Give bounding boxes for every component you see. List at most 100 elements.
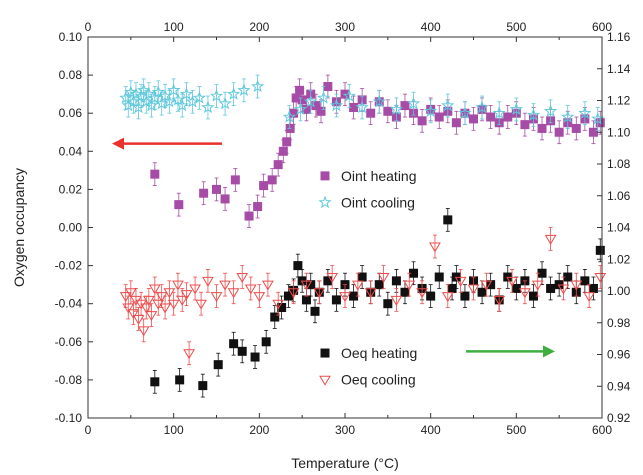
x-tick-label-top-2: 200 [249,20,269,34]
y-left-tick-label-1: -0.08 [55,373,83,387]
point-2-0 [150,377,160,387]
point-3-23 [202,276,214,287]
point-3-15 [163,288,176,299]
legend-marker-2 [320,348,330,358]
point-2-50 [588,283,598,293]
point-0-45 [520,120,530,130]
point-0-41 [486,112,496,122]
point-3-2 [124,288,137,299]
series-3 [119,227,607,366]
point-1-43 [509,102,523,116]
legend-label-2: Oeq heating [341,345,417,361]
point-1-39 [441,98,455,112]
x-axis-label: Temperature (°C) [291,455,399,471]
legend-marker-3 [319,375,331,386]
point-3-51 [531,280,544,291]
y-left-tick-label-5: 0.00 [59,221,83,235]
point-1-33 [342,89,356,102]
point-0-9 [267,175,277,185]
y-axis-label: Oxygen occupancy [11,168,27,287]
y-right-tick-label-8: 1.08 [607,157,631,171]
point-0-2 [199,188,209,198]
point-2-2 [198,381,208,391]
point-0-1 [174,200,184,210]
point-3-39 [377,273,390,284]
point-2-6 [250,352,260,362]
point-3-50 [519,288,531,299]
point-0-43 [503,112,513,122]
point-1-37 [406,96,421,110]
point-0-11 [278,146,288,156]
point-3-31 [272,299,285,310]
x-tick-label-top-0: 0 [85,20,92,34]
y-right-tick-label-2: 0.96 [607,348,631,362]
point-1-45 [544,104,558,117]
point-1-6 [134,89,148,102]
point-1-31 [316,91,331,104]
series-2 [150,208,605,398]
x-tick-label-bottom-6: 600 [592,423,612,437]
x-tick-label-top-4: 400 [421,20,441,34]
legend-item-2: Oeq heating [320,345,417,361]
x-tick-label-top-3: 300 [335,20,355,34]
y-left-tick-label-7: 0.04 [59,144,83,158]
point-1-44 [526,108,541,121]
point-3-22 [195,299,207,310]
point-1-9 [142,87,156,100]
y-right-tick-label-7: 1.06 [607,189,631,203]
point-1-13 [155,96,169,110]
point-0-51 [571,123,581,133]
point-3-18 [176,295,189,306]
y-right-tick-label-10: 1.12 [607,94,631,108]
point-1-25 [227,87,241,100]
point-1-0 [119,91,133,104]
point-2-7 [261,337,271,347]
point-1-32 [329,98,344,112]
y-right-tick-label-9: 1.10 [607,125,631,139]
point-2-25 [383,299,393,309]
point-1-34 [355,100,369,114]
point-1-35 [372,94,386,108]
point-1-40 [458,106,472,119]
point-3-19 [180,290,193,301]
point-2-8 [270,312,280,322]
point-1-24 [218,96,232,110]
point-2-45 [546,283,556,293]
y-right-tick-label-4: 1.00 [607,284,631,298]
y-left-tick-label-4: -0.02 [55,259,83,273]
point-3-34 [313,288,326,299]
point-3-56 [594,273,607,284]
point-2-3 [213,360,223,370]
point-3-30 [262,280,274,291]
point-3-24 [210,292,223,303]
legend: Oint heating Oint cooling Oeq heating Oeq c… [318,168,417,388]
legend-marker-1 [318,195,332,209]
point-3-44 [441,292,454,303]
point-1-5 [131,100,146,114]
point-3-47 [480,280,493,291]
point-3-9 [142,295,155,306]
point-2-32 [443,215,453,225]
point-2-19 [331,295,341,305]
point-0-37 [451,118,461,128]
point-3-11 [148,284,161,295]
point-0-53 [588,127,598,137]
point-2-26 [391,276,401,286]
point-3-37 [351,280,364,291]
legend-marker-0 [320,171,330,181]
point-2-5 [237,346,247,356]
point-1-11 [148,91,162,104]
point-3-16 [167,299,180,310]
point-2-4 [229,339,239,349]
point-3-45 [454,276,467,287]
point-3-43 [429,242,441,253]
point-0-27 [366,108,376,118]
legend-item-0: Oint heating [320,168,417,184]
point-2-18 [323,276,333,286]
point-0-39 [469,114,478,124]
point-3-48 [493,295,506,306]
point-1-29 [293,102,308,116]
point-3-28 [244,284,257,295]
y-left-tick-label-9: 0.08 [59,68,83,82]
point-0-5 [230,175,240,185]
